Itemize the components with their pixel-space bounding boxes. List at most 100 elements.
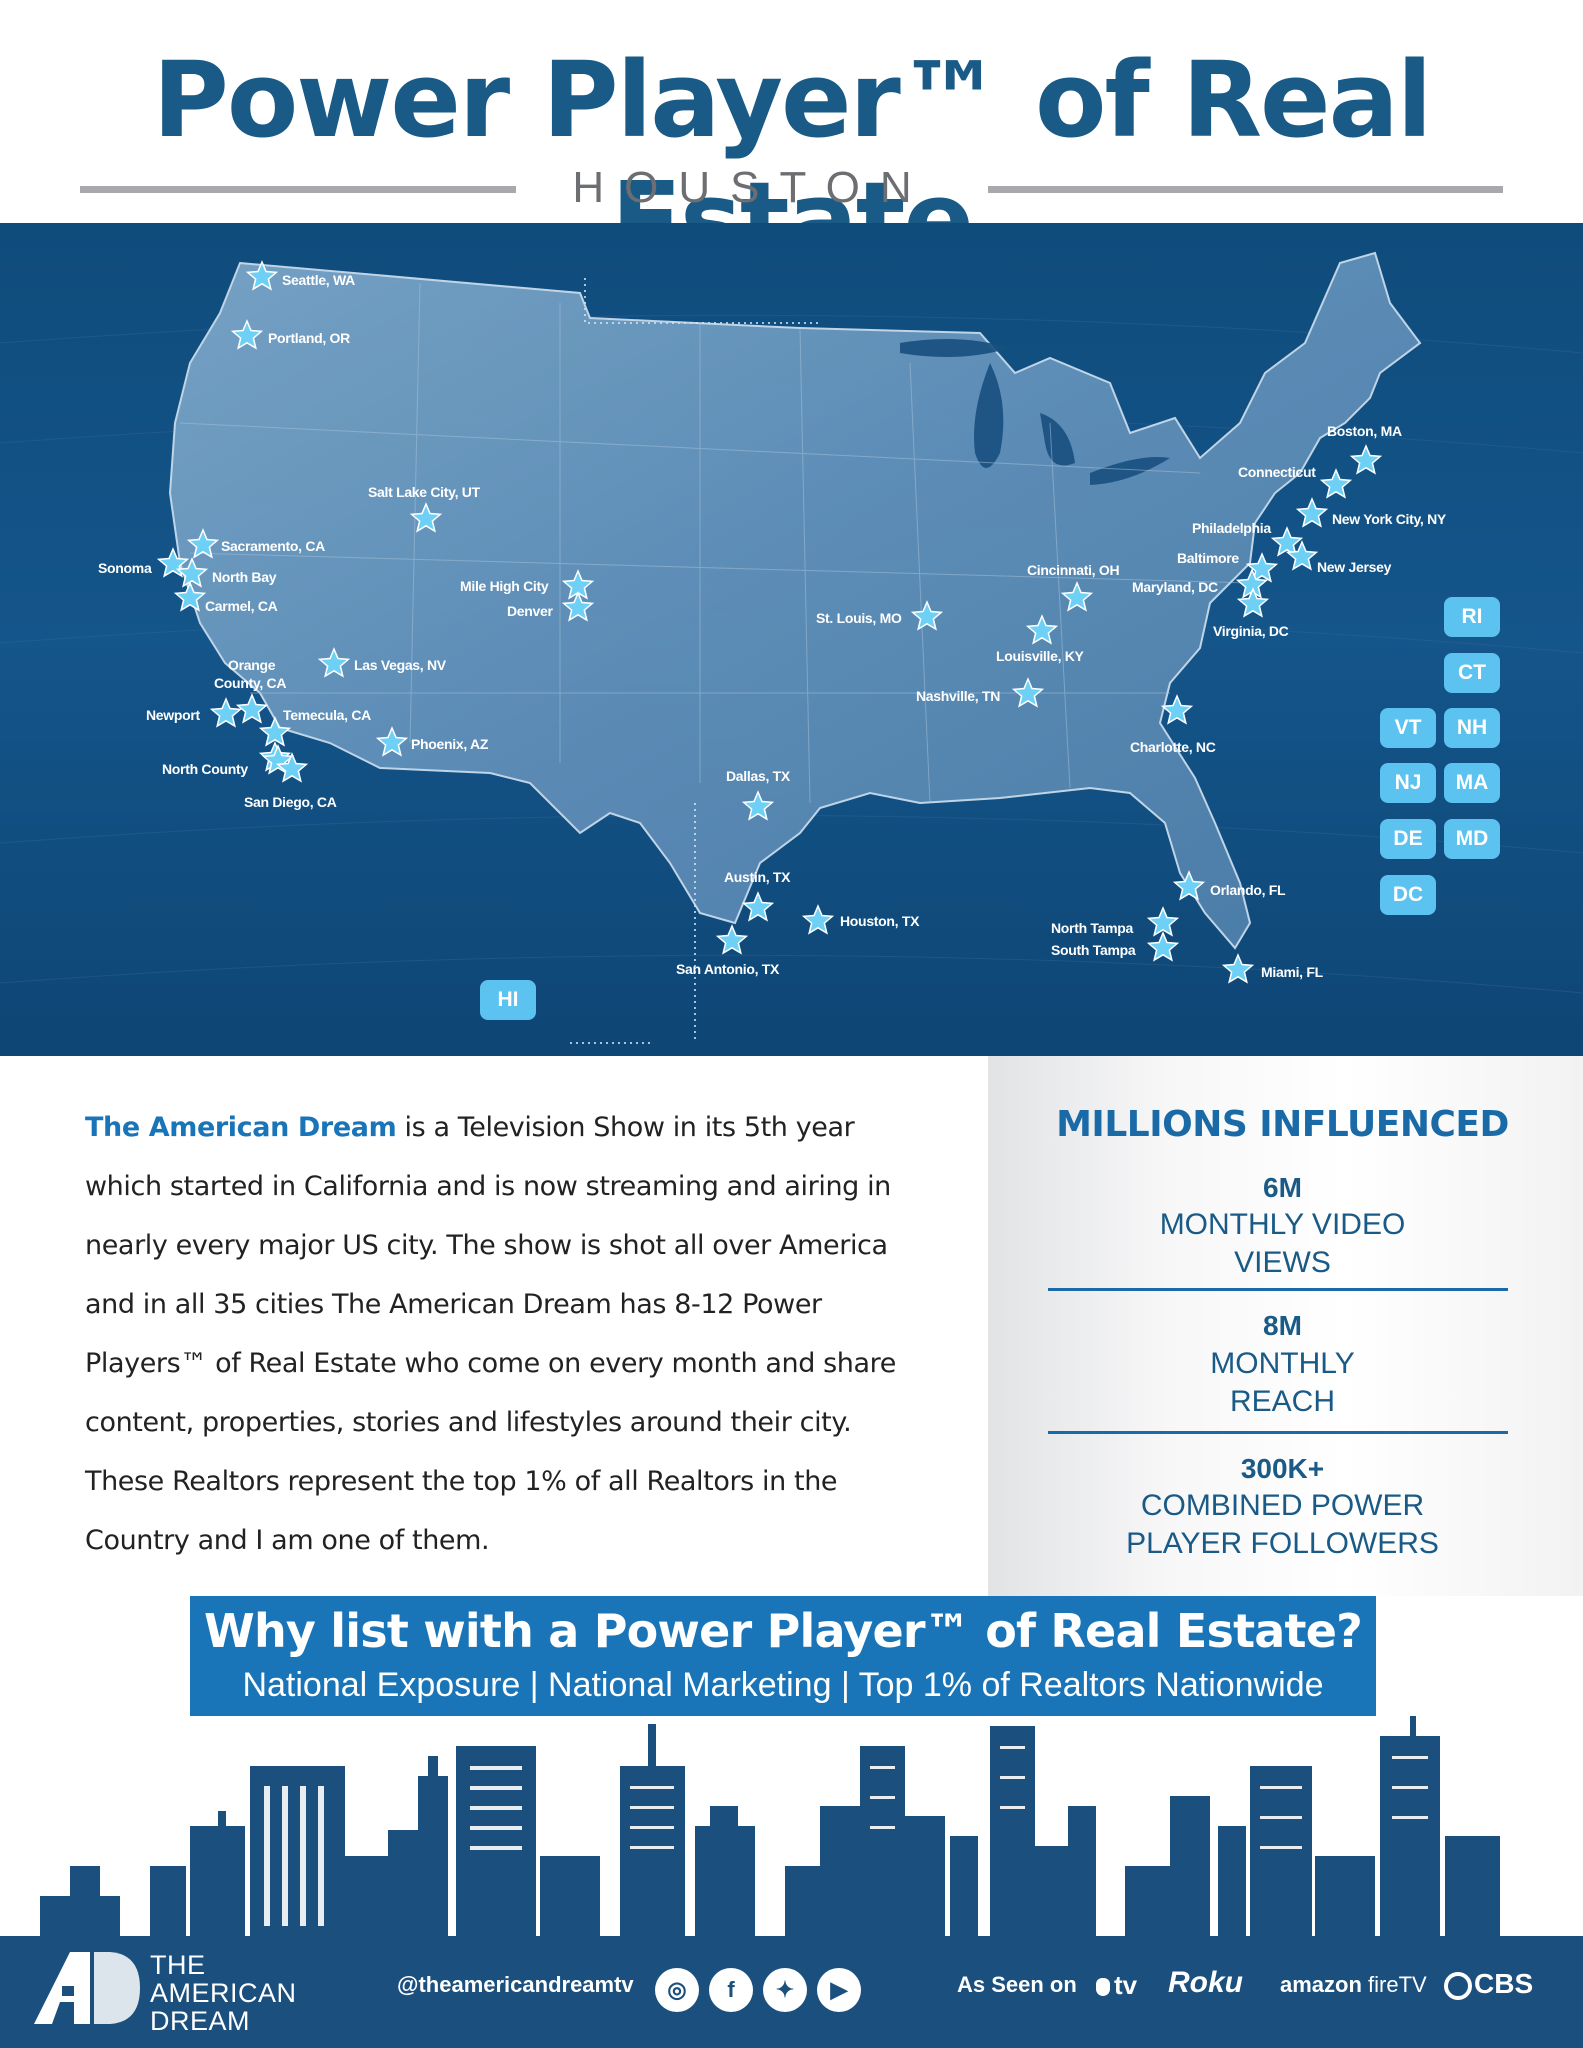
- city-star-icon: [1146, 906, 1180, 937]
- stats-title: MILLIONS INFLUENCED: [1056, 1104, 1509, 1145]
- city-star-icon: [173, 581, 207, 612]
- city-star-icon: [1172, 870, 1206, 901]
- youtube-icon[interactable]: ▶: [817, 1968, 861, 2012]
- description-line: Country and I am one of them.: [85, 1525, 490, 1556]
- city-label: Austin, TX: [724, 869, 791, 885]
- city-star-icon: [1011, 677, 1045, 708]
- city-label: Philadelphia: [1192, 520, 1271, 536]
- city-star-icon: [1146, 931, 1180, 962]
- city-label: North Tampa: [1051, 920, 1133, 936]
- city-label: Seattle, WA: [282, 272, 355, 288]
- american-dream-logo-icon: AD: [34, 1952, 140, 2024]
- city-label: Las Vegas, NV: [354, 657, 446, 673]
- stat-label: MONTHLY: [1210, 1347, 1355, 1380]
- city-star-icon: [245, 260, 279, 291]
- brand-name: The American Dream: [85, 1112, 397, 1143]
- city-label: Orlando, FL: [1210, 882, 1286, 898]
- city-star-icon: [741, 790, 775, 821]
- facebook-icon[interactable]: f: [709, 1968, 753, 2012]
- city-label: Maryland, DC: [1132, 579, 1218, 595]
- city-star-icon: [1160, 694, 1194, 725]
- apple-tv-logo: tv: [1096, 1970, 1137, 2001]
- logo-line: THE: [150, 1950, 206, 1980]
- page-title: Power Player™ of Real Estate: [152, 39, 1433, 281]
- city-label: Cincinnati, OH: [1027, 562, 1120, 578]
- city-label: Miami, FL: [1261, 964, 1323, 980]
- city-star-icon: [409, 502, 443, 533]
- description-line: nearly every major US city. The show is …: [85, 1230, 888, 1261]
- city-label: North County: [162, 761, 248, 777]
- roku-logo: Roku: [1168, 1966, 1243, 1999]
- page-subtitle: HOUSTON: [572, 163, 932, 212]
- city-label: Charlotte, NC: [1130, 739, 1216, 755]
- description-line: These Realtors represent the top 1% of a…: [85, 1466, 838, 1497]
- city-label: St. Louis, MO: [816, 610, 902, 626]
- city-star-icon: [186, 528, 220, 559]
- city-label: Carmel, CA: [205, 598, 278, 614]
- city-star-icon: [1245, 552, 1279, 583]
- us-landmass: [168, 251, 1422, 950]
- amazon-firetv-logo: amazon fireTV: [1280, 1972, 1427, 1997]
- city-star-icon: [1270, 526, 1304, 557]
- logo-wordmark: THE AMERICAN DREAM: [150, 1951, 297, 2035]
- city-label: Salt Lake City, UT: [368, 484, 480, 500]
- city-label: Portland, OR: [268, 330, 350, 346]
- city-label: Boston, MA: [1327, 423, 1402, 439]
- banner-title: Why list with a Power Player™ of Real Es…: [204, 1604, 1363, 1658]
- city-label: Baltimore: [1177, 550, 1239, 566]
- map-background: [0, 251, 1583, 1044]
- state-box-ct: CT: [1444, 653, 1500, 693]
- apple-icon: [1096, 1978, 1110, 1997]
- description-line: and in all 35 cities The American Dream …: [85, 1289, 822, 1320]
- city-label: Louisville, KY: [996, 648, 1084, 664]
- city-star-icon: [209, 697, 243, 728]
- description-line: content, properties, stories and lifesty…: [85, 1407, 852, 1438]
- city-label: Phoenix, AZ: [411, 736, 489, 752]
- city-star-icon: [561, 591, 595, 622]
- state-box-nh: NH: [1444, 708, 1500, 748]
- city-label: Orange: [228, 657, 276, 673]
- us-map: RI CT VT NH NJ MA DE MD DC HI Seattle, W…: [0, 223, 1583, 1056]
- city-star-icon: [910, 600, 944, 631]
- cta-banner: [190, 1596, 1376, 1716]
- stat-label: PLAYER FOLLOWERS: [1126, 1527, 1439, 1560]
- city-label: County, CA: [214, 675, 287, 691]
- city-label: Denver: [507, 603, 553, 619]
- state-box-ri: RI: [1444, 597, 1500, 637]
- state-box-nj: NJ: [1380, 763, 1436, 803]
- logo-line: AMERICAN: [150, 1978, 297, 2008]
- state-box-vt: VT: [1380, 708, 1436, 748]
- instagram-icon[interactable]: ◎: [655, 1968, 699, 2012]
- city-label: Sonoma: [98, 560, 152, 576]
- city-label: Connecticut: [1238, 464, 1316, 480]
- city-star-icon: [801, 904, 835, 935]
- twitter-icon[interactable]: ✦: [763, 1968, 807, 2012]
- city-label: San Diego, CA: [244, 794, 337, 810]
- cbs-eye-icon: [1444, 1971, 1472, 2000]
- stat-label: VIEWS: [1234, 1246, 1331, 1279]
- stat-label: COMBINED POWER: [1140, 1489, 1425, 1522]
- state-box-ma: MA: [1444, 763, 1500, 803]
- city-label: Newport: [146, 707, 200, 723]
- city-star-icon: [741, 891, 775, 922]
- stat-divider: [1048, 1431, 1508, 1434]
- stat-value: 8M: [1263, 1310, 1302, 1341]
- city-label: Dallas, TX: [726, 768, 790, 784]
- description-line: Players™ of Real Estate who come on ever…: [85, 1348, 896, 1379]
- city-star-icon: [235, 693, 269, 724]
- description-line: The American Dream is a Television Show …: [85, 1112, 855, 1143]
- subtitle-divider-left: [80, 186, 516, 193]
- city-label: Sacramento, CA: [221, 538, 325, 554]
- social-handle[interactable]: @theamericandreamtv: [397, 1972, 634, 1997]
- cbs-logo: CBS: [1444, 1968, 1533, 2000]
- stat-value: 300K+: [1240, 1453, 1325, 1484]
- city-star-icon: [1295, 497, 1329, 528]
- stat-divider: [1048, 1288, 1508, 1291]
- city-label: New Jersey: [1317, 559, 1392, 575]
- description-line: which started in California and is now s…: [85, 1171, 891, 1202]
- city-label: Mile High City: [460, 578, 549, 594]
- state-box-md: MD: [1444, 819, 1500, 859]
- city-star-icon: [1221, 953, 1255, 984]
- city-label: Nashville, TN: [916, 688, 1001, 704]
- city-label: Houston, TX: [840, 913, 920, 929]
